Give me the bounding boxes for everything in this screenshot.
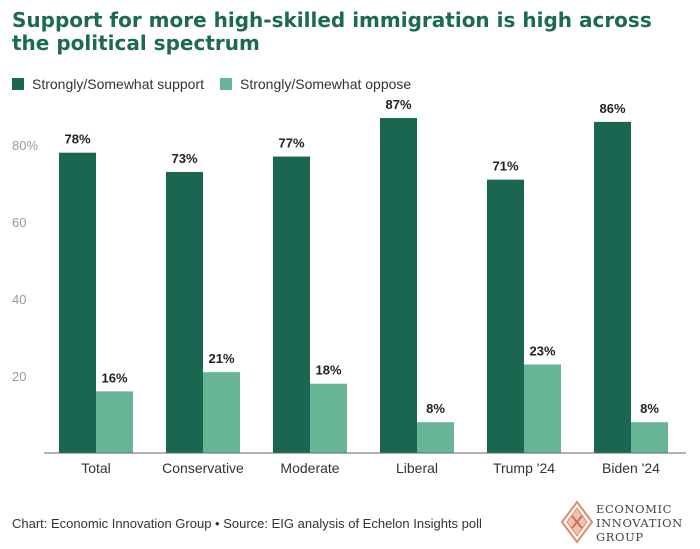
bar-support bbox=[59, 152, 96, 453]
x-tick-label: Moderate bbox=[280, 460, 339, 476]
legend-swatch-support bbox=[12, 78, 24, 90]
bar-support bbox=[166, 171, 203, 453]
y-tick-label: 60 bbox=[12, 215, 26, 230]
data-label-support: 73% bbox=[171, 151, 197, 166]
x-tick-label: Liberal bbox=[396, 460, 438, 476]
legend-item-support: Strongly/Somewhat support bbox=[12, 76, 204, 92]
legend-label-support: Strongly/Somewhat support bbox=[32, 76, 204, 92]
bar-support bbox=[380, 118, 417, 454]
eig-logo: ECONOMIC INNOVATION GROUP bbox=[560, 500, 690, 546]
logo-line-3: GROUP bbox=[596, 530, 644, 544]
x-tick-label: Total bbox=[81, 460, 111, 476]
data-label-oppose: 18% bbox=[315, 363, 341, 378]
chart-footer: Chart: Economic Innovation Group • Sourc… bbox=[12, 516, 482, 531]
bar-oppose bbox=[96, 391, 133, 453]
eig-logo-icon bbox=[560, 500, 594, 544]
legend-item-oppose: Strongly/Somewhat oppose bbox=[219, 76, 412, 92]
bar-support bbox=[594, 121, 631, 454]
bar-support bbox=[487, 179, 524, 453]
data-label-oppose: 8% bbox=[640, 401, 659, 416]
data-label-support: 86% bbox=[599, 101, 625, 116]
x-tick-label: Trump '24 bbox=[493, 460, 555, 476]
legend: Strongly/Somewhat support Strongly/Somew… bbox=[12, 76, 427, 92]
bar-oppose bbox=[524, 364, 561, 453]
data-label-oppose: 23% bbox=[529, 343, 555, 358]
chart-title: Support for more high-skilled immigratio… bbox=[12, 8, 652, 55]
bar-oppose bbox=[417, 422, 454, 453]
data-label-support: 78% bbox=[64, 132, 90, 147]
bar-oppose bbox=[631, 422, 668, 453]
data-label-oppose: 21% bbox=[208, 351, 234, 366]
y-tick-label: 40 bbox=[12, 292, 26, 307]
legend-label-oppose: Strongly/Somewhat oppose bbox=[239, 76, 412, 92]
bar-chart: 20 40 60 80% 78% 16% Total 73% 21% Conservative 77… bbox=[12, 97, 686, 476]
data-label-support: 71% bbox=[492, 159, 518, 174]
y-tick-label: 20 bbox=[12, 369, 26, 384]
x-tick-label: Biden '24 bbox=[602, 460, 660, 476]
bar-oppose bbox=[310, 383, 347, 453]
y-tick-label: 80% bbox=[12, 138, 38, 153]
eig-logo-wordmark: ECONOMIC INNOVATION GROUP bbox=[596, 502, 683, 544]
data-label-support: 77% bbox=[278, 136, 304, 151]
logo-line-1: ECONOMIC bbox=[596, 502, 673, 516]
bar-support bbox=[273, 156, 310, 454]
bar-oppose bbox=[203, 372, 240, 453]
legend-swatch-oppose bbox=[219, 78, 232, 90]
logo-line-2: INNOVATION bbox=[596, 516, 683, 530]
data-label-oppose: 16% bbox=[101, 370, 127, 385]
data-label-oppose: 8% bbox=[426, 401, 445, 416]
x-tick-label: Conservative bbox=[162, 460, 244, 476]
data-label-support: 87% bbox=[385, 97, 411, 112]
